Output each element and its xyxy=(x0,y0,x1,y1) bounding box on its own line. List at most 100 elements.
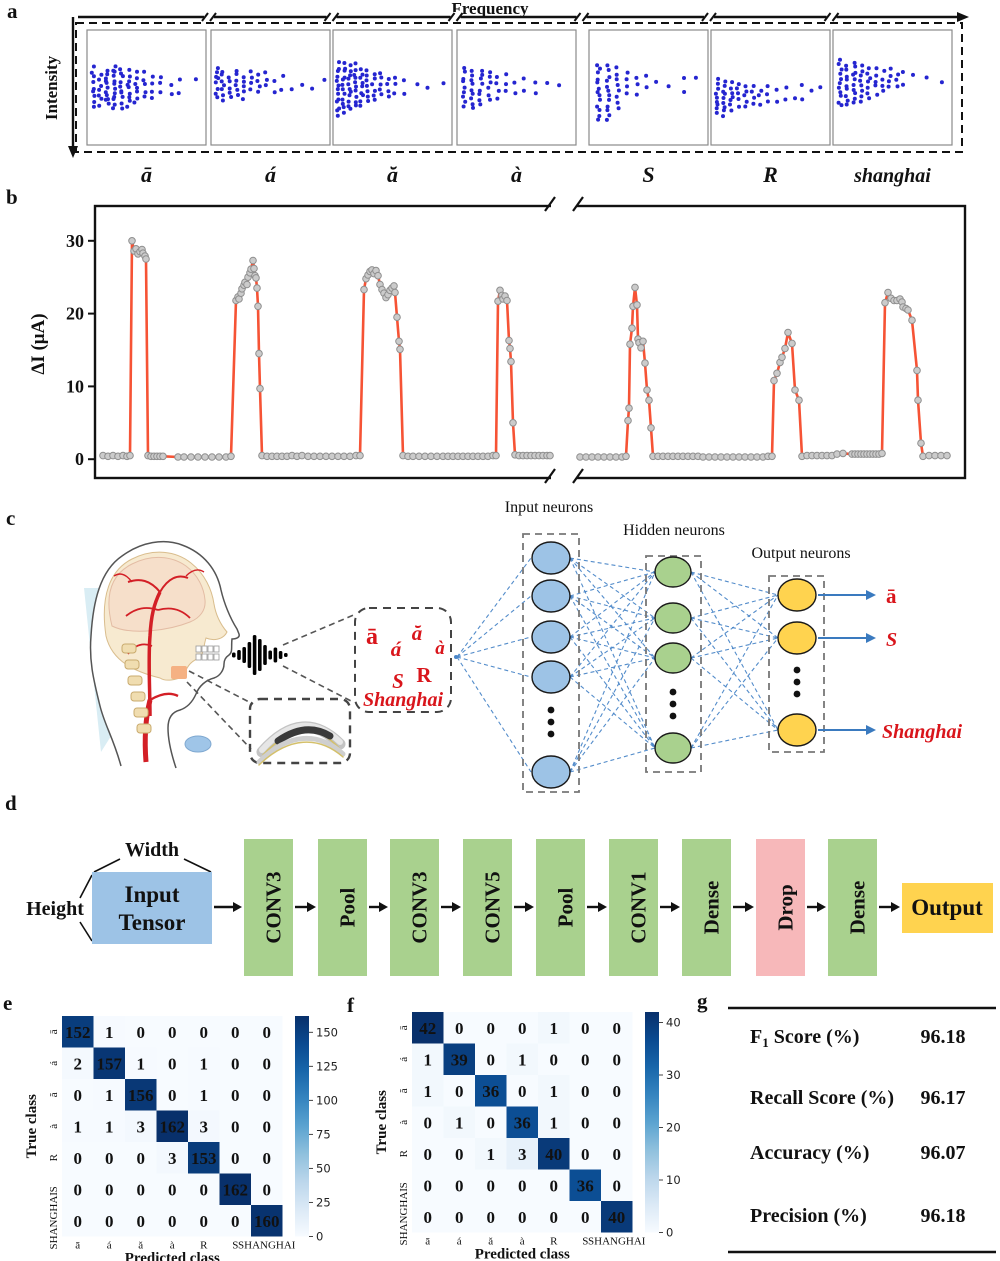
scatter-point xyxy=(605,63,610,68)
data-marker xyxy=(227,452,235,461)
scatter-point xyxy=(845,98,850,103)
output-label-a: ā xyxy=(886,584,897,608)
matrix-cell xyxy=(443,1138,475,1170)
scatter-point xyxy=(364,78,369,83)
scatter-point xyxy=(300,82,305,87)
scatter-point xyxy=(469,68,474,73)
layer-box xyxy=(768,575,825,753)
scatter-point xyxy=(900,70,905,74)
data-marker xyxy=(904,306,912,314)
y-class-label: SHANGHAI xyxy=(48,1192,60,1250)
scatter-point xyxy=(215,87,220,91)
sound-bar xyxy=(237,650,241,660)
scatter-point xyxy=(372,97,377,102)
scatter-point xyxy=(858,73,863,78)
scatter-point xyxy=(310,86,315,91)
scatter-point xyxy=(852,60,857,65)
axis-break-gap xyxy=(204,12,214,22)
matrix-cell xyxy=(125,1173,157,1205)
scatter-point xyxy=(347,93,352,98)
scatter-point xyxy=(272,90,277,95)
scatter-point xyxy=(322,77,327,82)
neuron-connection xyxy=(690,571,779,596)
scatter-point xyxy=(256,72,261,77)
neuron-connection xyxy=(569,557,656,749)
scatter-point xyxy=(722,105,727,110)
matrix-cell xyxy=(538,1106,570,1138)
scatter-point xyxy=(462,85,467,90)
matrix-cell xyxy=(188,1142,220,1174)
colorbar-tick-label: 150 xyxy=(316,1025,338,1039)
matrix-cell-value: 0 xyxy=(137,1023,146,1042)
scatter-point xyxy=(354,84,358,89)
matrix-cell xyxy=(125,1205,157,1237)
neuron xyxy=(531,579,571,613)
scatter-point xyxy=(234,69,239,73)
scatter-point xyxy=(759,88,764,93)
scatter-point xyxy=(729,108,734,113)
input-fan-connection xyxy=(456,656,532,773)
matrix-cell-value: 0 xyxy=(487,1019,496,1038)
x-class-label: ā xyxy=(425,1236,430,1248)
data-marker xyxy=(374,271,382,280)
scatter-point xyxy=(494,81,499,86)
scatter-point xyxy=(402,91,407,96)
scatter-point xyxy=(120,74,125,79)
data-marker xyxy=(249,256,257,265)
scatter-point xyxy=(336,83,341,88)
input-neurons-title: Input neurons xyxy=(505,499,593,516)
throat-sensor-patch xyxy=(171,666,187,679)
output-label-shanghai: Shanghai xyxy=(882,721,962,743)
axis-break-slash xyxy=(831,12,840,22)
scatter-point xyxy=(177,77,182,82)
matrix-cell xyxy=(475,1201,507,1233)
scatter-point xyxy=(213,80,218,85)
data-marker xyxy=(637,344,645,352)
output-neurons-title: Output neurons xyxy=(751,545,850,562)
data-marker xyxy=(784,328,792,337)
scatter-point xyxy=(127,91,132,96)
matrix-cell-value: 0 xyxy=(455,1019,464,1038)
scatter-point xyxy=(634,92,639,97)
scatter-point xyxy=(836,100,841,105)
axis-break-slash xyxy=(201,12,209,22)
scatter-point xyxy=(149,89,154,94)
y-class-label: S xyxy=(398,1182,410,1188)
scatter-point xyxy=(853,64,858,69)
data-marker xyxy=(194,453,202,461)
scatter-point xyxy=(487,74,492,79)
scatter-point xyxy=(346,76,351,81)
matrix-cell-value: 0 xyxy=(518,1176,527,1195)
scatter-point xyxy=(234,78,239,83)
syllable-shanghai: Shanghai xyxy=(363,689,443,711)
scatter-point xyxy=(342,61,347,65)
scatter-point xyxy=(365,94,370,99)
scatter-point xyxy=(784,85,789,90)
ellipsis-dot xyxy=(669,688,677,696)
frequency-axis-label: Frequency xyxy=(451,0,529,18)
scatter-point xyxy=(494,75,499,79)
scatter-point xyxy=(866,66,871,71)
sound-bar xyxy=(268,650,272,660)
neuron xyxy=(654,556,692,588)
syllable-a3: ă xyxy=(412,621,423,645)
matrix-cell-value: 42 xyxy=(419,1019,436,1038)
x-class-label: S xyxy=(582,1236,588,1248)
matrix-cell xyxy=(569,1106,601,1138)
x-class-label: á xyxy=(457,1236,462,1248)
matrix-cell xyxy=(569,1043,601,1075)
scatter-point xyxy=(844,77,849,82)
scatter-point xyxy=(874,66,879,71)
pipeline-arrowhead xyxy=(525,902,534,912)
scatter-point xyxy=(91,80,96,84)
metric-value-recall: 96.17 xyxy=(921,1087,966,1109)
input-tensor-block xyxy=(92,872,212,944)
scatter-point xyxy=(606,68,611,72)
matrix-cell-value: 0 xyxy=(487,1050,496,1069)
sound-bar xyxy=(232,652,236,658)
matrix-cell-value: 1 xyxy=(550,1019,559,1038)
data-marker xyxy=(159,452,167,461)
data-marker xyxy=(791,386,799,394)
scatter-point xyxy=(118,84,123,89)
